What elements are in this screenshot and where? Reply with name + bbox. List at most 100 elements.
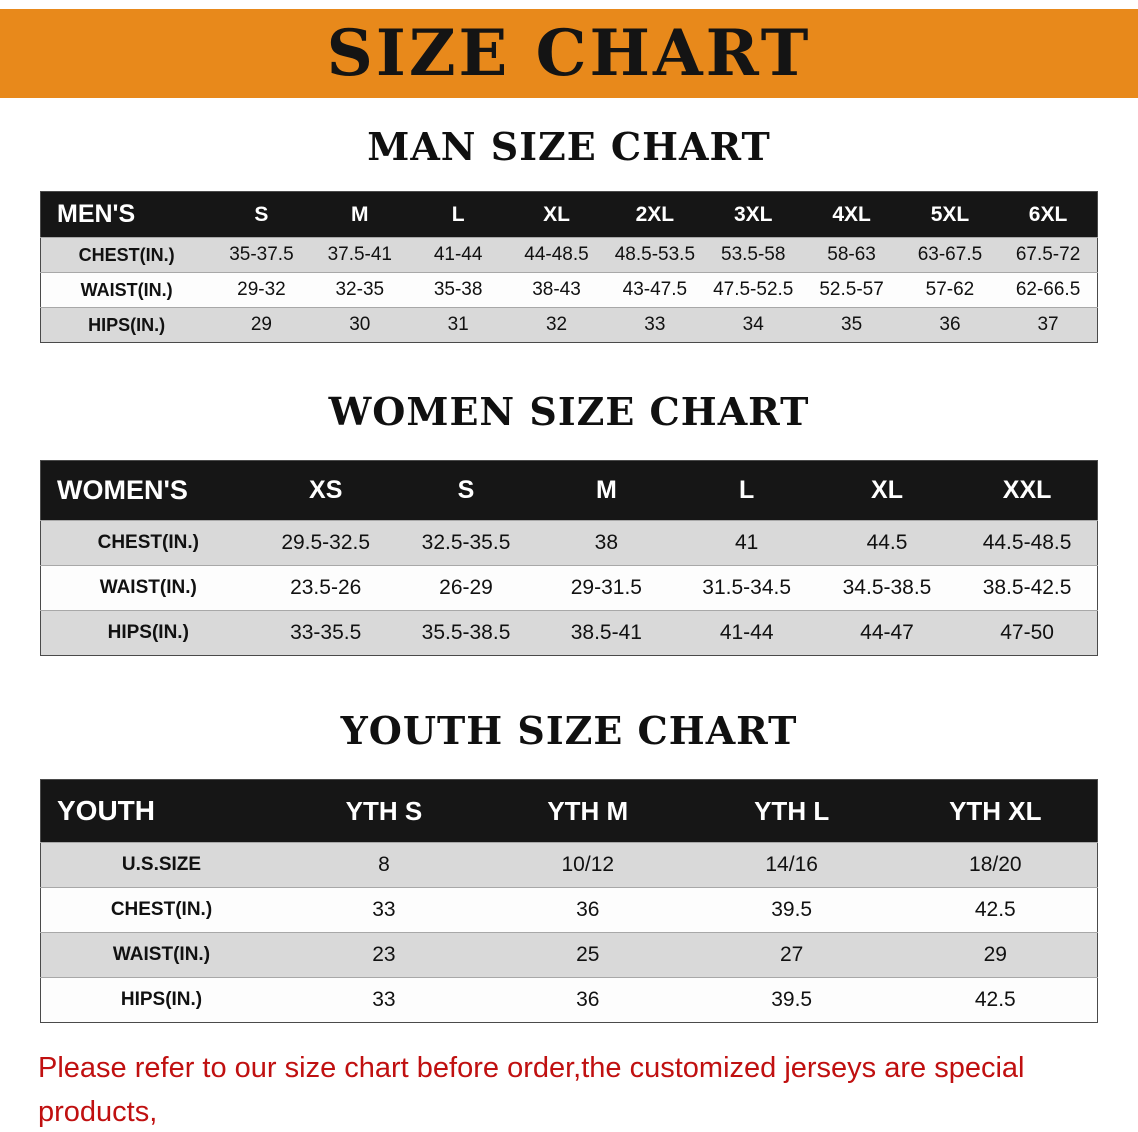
table-cell: 33-35.5 — [255, 610, 396, 656]
size-chart-banner: SIZE CHART — [0, 9, 1138, 98]
table-cell: 35.5-38.5 — [395, 610, 537, 656]
table-cell: 33 — [281, 887, 486, 933]
table-cell: 42.5 — [893, 887, 1098, 933]
table-cell: 38.5-41 — [536, 610, 677, 656]
table-row: HIPS(IN.) 29 30 31 32 33 34 35 36 37 — [40, 307, 1098, 343]
table-cell: 35-38 — [408, 272, 508, 308]
youth-section-title: YOUTH SIZE CHART — [340, 708, 798, 753]
men-size-section: MAN SIZE CHART MEN'S S M L XL 2XL 3XL 4XL 5XL 6XL… — [0, 124, 1138, 343]
table-cell: 26-29 — [395, 565, 537, 611]
table-cell: 38.5-42.5 — [957, 565, 1098, 611]
row-label: CHEST(IN.) — [40, 237, 213, 273]
column-header: L — [676, 460, 817, 521]
column-header: XL — [507, 191, 606, 238]
table-cell: 37 — [999, 307, 1098, 343]
row-label: CHEST(IN.) — [40, 887, 282, 933]
column-header: XL — [816, 460, 958, 521]
table-cell: 36 — [485, 977, 690, 1023]
table-row: WAIST(IN.) 29-32 32-35 35-38 38-43 43-47.5 47.… — [40, 272, 1098, 308]
table-cell: 32.5-35.5 — [395, 520, 537, 566]
table-cell: 52.5-57 — [802, 272, 901, 308]
table-cell: 41 — [676, 520, 817, 566]
table-cell: 25 — [485, 932, 690, 978]
table-cell: 8 — [281, 842, 486, 888]
table-cell: 32-35 — [310, 272, 409, 308]
column-header: 3XL — [704, 191, 803, 238]
table-row: WAIST(IN.) 23.5-26 26-29 29-31.5 31.5-34.5 34… — [40, 565, 1098, 611]
table-row: HIPS(IN.) 33-35.5 35.5-38.5 38.5-41 41-44 44-… — [40, 610, 1098, 656]
table-cell: 53.5-58 — [704, 237, 803, 273]
table-cell: 38 — [536, 520, 677, 566]
table-cell: 62-66.5 — [999, 272, 1098, 308]
row-label: WAIST(IN.) — [40, 272, 213, 308]
column-header: YTH S — [281, 779, 486, 843]
table-cell: 23.5-26 — [255, 565, 396, 611]
table-cell: 35 — [802, 307, 901, 343]
table-cell: 29-32 — [212, 272, 311, 308]
youth-size-table: YOUTH YTH S YTH M YTH L YTH XL U.S.SIZE 8 10/12… — [40, 779, 1098, 1023]
table-cell: 34.5-38.5 — [816, 565, 958, 611]
header-row: YOUTH YTH S YTH M YTH L YTH XL — [40, 779, 1098, 843]
women-section-title: WOMEN SIZE CHART — [328, 389, 810, 434]
table-cell: 44.5-48.5 — [957, 520, 1098, 566]
disclaimer: Please refer to our size chart before or… — [38, 1047, 1100, 1132]
table-title-cell: MEN'S — [40, 191, 213, 238]
column-header: L — [408, 191, 508, 238]
header-row: WOMEN'S XS S M L XL XXL — [40, 460, 1098, 521]
table-cell: 18/20 — [893, 842, 1098, 888]
table-cell: 63-67.5 — [900, 237, 1000, 273]
column-header: 2XL — [605, 191, 705, 238]
table-cell: 39.5 — [689, 977, 894, 1023]
column-header: M — [536, 460, 677, 521]
men-section-title: MAN SIZE CHART — [367, 124, 771, 169]
table-row: WAIST(IN.) 23 25 27 29 — [40, 932, 1098, 978]
column-header: S — [212, 191, 311, 238]
table-cell: 44-47 — [816, 610, 958, 656]
women-size-table: WOMEN'S XS S M L XL XXL CHEST(IN.) 29.5-32.5 32.5… — [40, 460, 1098, 656]
table-title-cell: WOMEN'S — [40, 460, 256, 521]
header-row: MEN'S S M L XL 2XL 3XL 4XL 5XL 6XL — [40, 191, 1098, 238]
table-cell: 33 — [605, 307, 705, 343]
table-row: HIPS(IN.) 33 36 39.5 42.5 — [40, 977, 1098, 1023]
table-cell: 67.5-72 — [999, 237, 1098, 273]
row-label: HIPS(IN.) — [40, 610, 256, 656]
table-cell: 29 — [212, 307, 311, 343]
column-header: YTH XL — [893, 779, 1098, 843]
column-header: XS — [255, 460, 396, 521]
table-cell: 33 — [281, 977, 486, 1023]
table-cell: 10/12 — [485, 842, 690, 888]
table-cell: 35-37.5 — [212, 237, 311, 273]
youth-size-section: YOUTH SIZE CHART YOUTH YTH S YTH M YTH L YTH… — [0, 708, 1138, 1023]
banner-title: SIZE CHART — [326, 16, 812, 91]
table-cell: 42.5 — [893, 977, 1098, 1023]
women-size-section: WOMEN SIZE CHART WOMEN'S XS S M L XL XXL CHEST(… — [0, 389, 1138, 656]
table-cell: 47.5-52.5 — [704, 272, 803, 308]
table-cell: 23 — [281, 932, 486, 978]
table-cell: 47-50 — [957, 610, 1098, 656]
row-label: HIPS(IN.) — [40, 307, 213, 343]
table-cell: 41-44 — [676, 610, 817, 656]
table-cell: 29.5-32.5 — [255, 520, 396, 566]
table-cell: 58-63 — [802, 237, 901, 273]
column-header: 4XL — [802, 191, 901, 238]
row-label: U.S.SIZE — [40, 842, 282, 888]
column-header: 6XL — [999, 191, 1098, 238]
table-cell: 43-47.5 — [605, 272, 705, 308]
table-cell: 44-48.5 — [507, 237, 606, 273]
row-label: WAIST(IN.) — [40, 565, 256, 611]
column-header: M — [310, 191, 409, 238]
table-row: U.S.SIZE 8 10/12 14/16 18/20 — [40, 842, 1098, 888]
men-size-table: MEN'S S M L XL 2XL 3XL 4XL 5XL 6XL CHEST(IN.) 35-37… — [40, 191, 1098, 343]
table-title-cell: YOUTH — [40, 779, 282, 843]
table-cell: 37.5-41 — [310, 237, 409, 273]
column-header: S — [395, 460, 537, 521]
column-header: 5XL — [900, 191, 1000, 238]
table-cell: 48.5-53.5 — [605, 237, 705, 273]
column-header: YTH L — [689, 779, 894, 843]
table-cell: 31 — [408, 307, 508, 343]
disclaimer-line-1: Please refer to our size chart before or… — [38, 1052, 1025, 1128]
table-cell: 44.5 — [816, 520, 958, 566]
table-cell: 36 — [900, 307, 1000, 343]
table-row: CHEST(IN.) 29.5-32.5 32.5-35.5 38 41 44.5 44.5… — [40, 520, 1098, 566]
table-cell: 29-31.5 — [536, 565, 677, 611]
